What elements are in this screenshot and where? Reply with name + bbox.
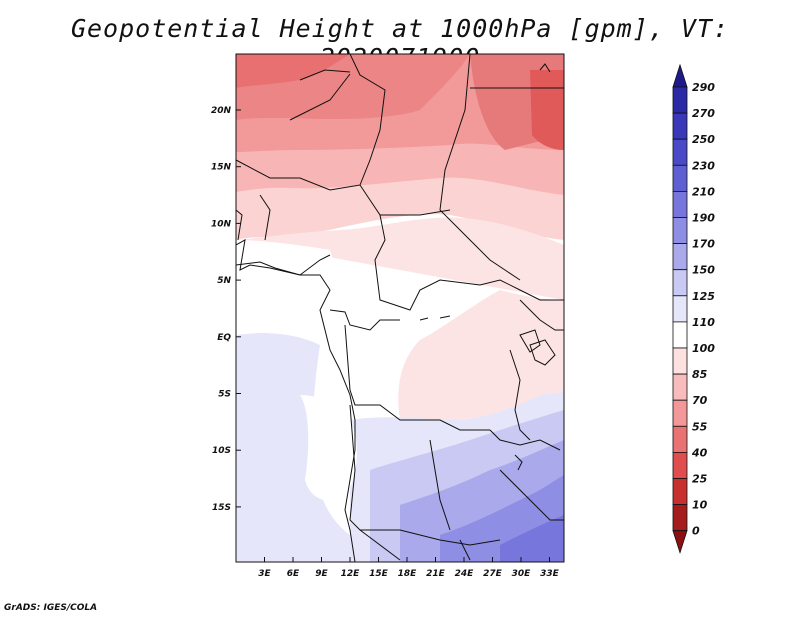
colorbar-label: 150	[692, 264, 715, 277]
lon-tick-label: 33E	[540, 569, 560, 579]
colorbar-label: 290	[692, 81, 715, 94]
colorbar-label: 110	[692, 316, 715, 329]
lon-tick-label: 24E	[455, 569, 475, 579]
colorbar-label: 170	[692, 238, 715, 251]
lat-tick-label: 5N	[217, 276, 231, 286]
colorbar-label: 100	[692, 342, 715, 355]
colorbar-segment	[672, 399, 688, 427]
colorbar-label: 55	[692, 420, 708, 433]
lon-tick-label: 15E	[369, 569, 389, 579]
colorbar-label: 190	[692, 212, 715, 225]
colorbar-label: 270	[692, 107, 715, 120]
grads-credit: GrADS: IGES/COLA	[4, 603, 98, 613]
longitude-axis: 3E 6E 9E 12E 15E 18E 21E 24E 27E 30E 33E	[258, 557, 560, 579]
lat-tick-label: 5S	[218, 390, 231, 400]
colorbar-label: 40	[691, 446, 708, 459]
colorbar-segment	[672, 295, 688, 323]
colorbar-segment	[672, 269, 688, 297]
colorbar-label: 70	[692, 394, 708, 407]
colorbar-label: 125	[692, 290, 715, 303]
coastline	[236, 209, 356, 562]
lon-tick-label: 6E	[287, 569, 300, 579]
lat-tick-label: 10N	[211, 219, 232, 229]
colorbar-segment	[672, 373, 688, 401]
colorbar-segment	[672, 425, 688, 453]
colorbar-label: 230	[692, 159, 715, 172]
lat-tick-label: 20N	[211, 106, 232, 116]
colorbar-label: 85	[692, 368, 708, 381]
lat-tick-label: 10S	[212, 446, 231, 456]
colorbar-segment	[672, 451, 688, 479]
lat-tick-label: 15N	[211, 163, 232, 173]
lat-tick-label: EQ	[217, 333, 231, 343]
colorbar-label: 0	[692, 525, 700, 538]
colorbar-segment	[672, 164, 688, 192]
lon-tick-label: 3E	[258, 569, 271, 579]
colorbar-segment	[672, 321, 688, 349]
colorbar-segment	[672, 217, 688, 245]
colorbar-segment	[672, 138, 688, 166]
latitude-axis: 20N 15N 10N 5N EQ 5S 10S 15S	[211, 106, 241, 513]
colorbar-segment	[672, 112, 688, 140]
lon-tick-label: 12E	[341, 569, 361, 579]
shaded-field	[236, 54, 564, 562]
colorbar-label: 25	[692, 473, 708, 486]
colorbar: 2902702502302101901701501251101008570554…	[672, 63, 715, 555]
lat-tick-label: 15S	[212, 503, 231, 513]
colorbar-segment	[672, 86, 688, 114]
colorbar-label: 210	[692, 185, 715, 198]
lon-tick-label: 27E	[483, 569, 503, 579]
colorbar-label: 10	[692, 499, 708, 512]
colorbar-segment	[672, 190, 688, 218]
lon-tick-label: 30E	[512, 569, 532, 579]
colorbar-bottom-arrow	[672, 530, 688, 555]
lon-tick-label: 18E	[398, 569, 418, 579]
lon-tick-label: 21E	[426, 569, 446, 579]
lon-tick-label: 9E	[315, 569, 328, 579]
colorbar-segment	[672, 478, 688, 506]
colorbar-segment	[672, 504, 688, 532]
colorbar-label: 250	[692, 133, 715, 146]
country-borders	[236, 54, 564, 561]
map-frame	[235, 53, 565, 563]
colorbar-segment	[672, 347, 688, 375]
colorbar-top-arrow	[672, 63, 688, 88]
colorbar-segment	[672, 243, 688, 271]
